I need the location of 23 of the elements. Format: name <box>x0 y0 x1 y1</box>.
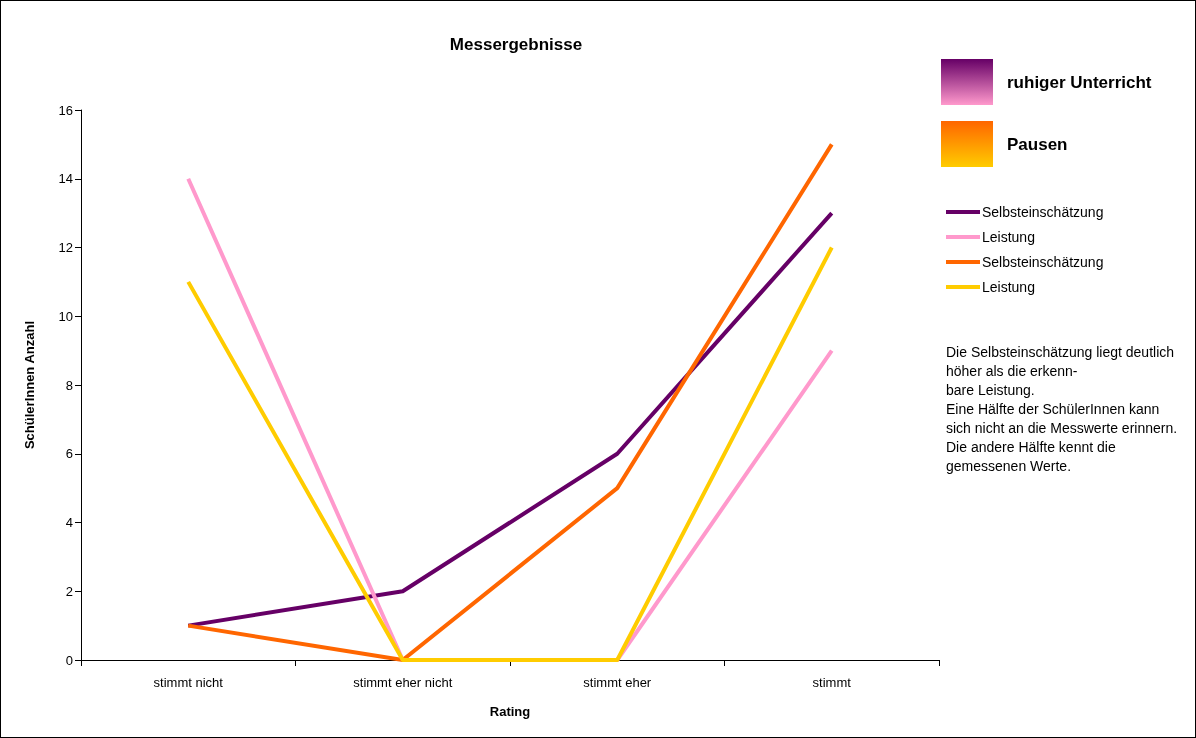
text: ruhiger Unterricht <box>1007 73 1152 93</box>
y-tick-label: 0 <box>65 652 73 668</box>
legend-label: Leistung <box>982 229 1035 245</box>
y-tick-label: 14 <box>58 171 73 187</box>
x-tick-label: stimmt <box>812 675 852 690</box>
x-tick-label: stimmt nicht <box>153 675 224 690</box>
y-tick-label: 2 <box>65 583 73 599</box>
text: Pausen <box>1007 135 1068 155</box>
y-tick-label: 8 <box>65 377 73 393</box>
y-tick-label: 16 <box>58 102 73 118</box>
legend-label: Selbsteinschätzung <box>982 254 1104 270</box>
y-tick-label: 4 <box>65 515 73 530</box>
text: Die Selbsteinschätzung liegt deutlich höher als die erkenn- bare Leistung. Eine Hälfte der SchülerInnen kann sich nicht an die Messwerte erinnern. Die andere Hälfte kennt die gemessenen Werte. <box>946 343 1179 476</box>
y-tick-label: 12 <box>58 240 73 255</box>
x-axis-title: Rating <box>489 704 531 719</box>
x-tick-label: stimmt eher <box>583 675 652 690</box>
legend-label: Selbsteinschätzung <box>982 204 1104 220</box>
y-tick-label: 6 <box>65 446 73 462</box>
y-axis-title: SchülerInnen Anzahl <box>22 320 37 450</box>
x-tick-label: stimmt eher nicht <box>353 675 453 690</box>
legend-label: Leistung <box>982 279 1035 295</box>
y-tick-label: 10 <box>58 308 73 324</box>
chart-title: Messergebnisse <box>449 35 583 54</box>
